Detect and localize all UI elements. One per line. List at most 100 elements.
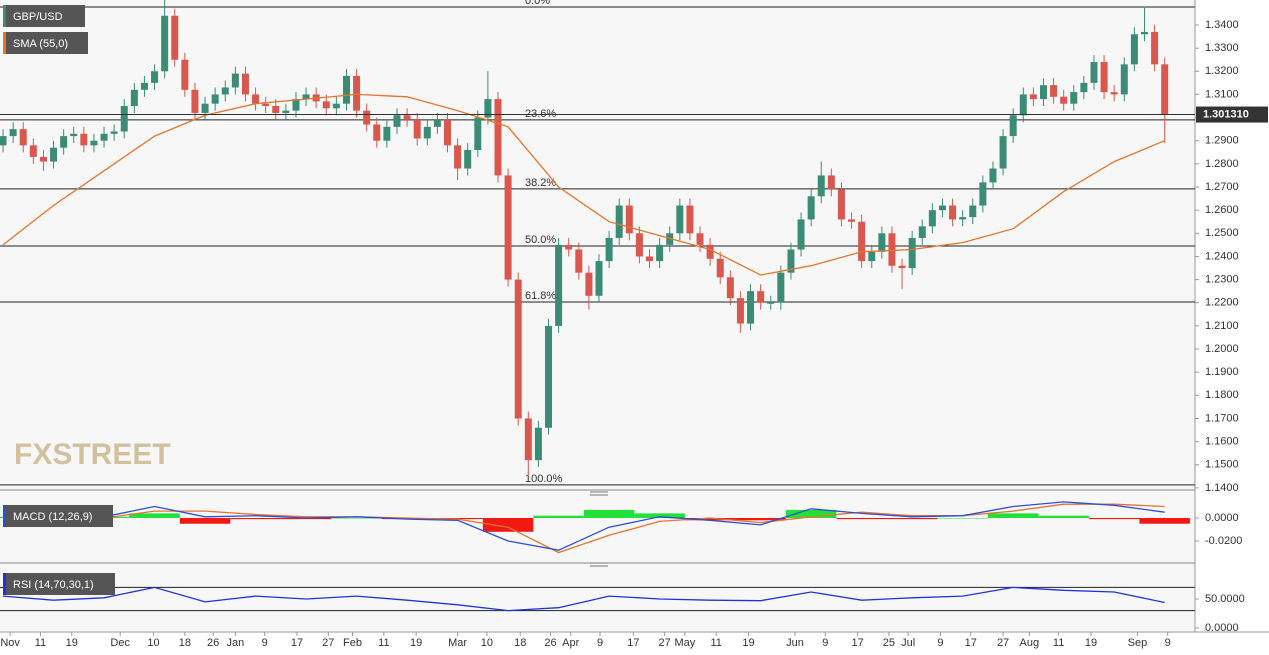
- candle-body: [635, 233, 643, 257]
- candle-body: [736, 298, 744, 324]
- y-tick-label: 1.2800: [1205, 158, 1239, 170]
- candle-body: [1120, 64, 1128, 95]
- candle-body: [484, 99, 492, 118]
- resize-grip[interactable]: [590, 491, 608, 567]
- candle-body: [706, 244, 714, 259]
- x-tick-label: 19: [66, 637, 78, 649]
- y-tick-label: 1.3300: [1205, 42, 1239, 54]
- candle-body: [100, 133, 108, 141]
- x-tick-label: Feb: [343, 637, 362, 649]
- x-tick-label: 18: [514, 637, 526, 649]
- candle-body: [403, 115, 411, 120]
- candle-body: [817, 175, 825, 197]
- macd-line: [2, 501, 1165, 551]
- candle-body: [1090, 62, 1098, 83]
- fib-label: 0.0%: [525, 0, 550, 7]
- candle-body: [757, 291, 765, 303]
- candle-body: [1110, 92, 1118, 95]
- candle-body: [443, 119, 451, 146]
- candle-body: [262, 103, 270, 107]
- candle-body: [1080, 82, 1088, 93]
- fib-label: 61.8%: [525, 290, 556, 302]
- x-tick-label: 17: [851, 637, 863, 649]
- candle-body: [979, 182, 987, 206]
- histogram-bar: [987, 513, 1039, 518]
- histogram-bar: [735, 517, 786, 521]
- candle-body: [545, 325, 553, 428]
- y-tick-label: 1.1900: [1205, 366, 1239, 378]
- candle-body: [615, 205, 623, 238]
- legend-swatch: [3, 32, 6, 54]
- histogram-bar: [179, 517, 231, 524]
- candle-body: [928, 210, 936, 227]
- fib-label: 50.0%: [525, 234, 556, 246]
- legend-box[interactable]: [3, 573, 115, 595]
- candle-body: [171, 15, 179, 60]
- candle-body: [0, 136, 7, 146]
- legend-box[interactable]: [3, 5, 85, 27]
- candle-body: [140, 82, 148, 90]
- candle-body: [666, 233, 674, 245]
- histogram-bar: [482, 517, 534, 532]
- y-tick-label: 1.2000: [1205, 343, 1239, 355]
- candle-body: [969, 205, 977, 218]
- candle-body: [605, 237, 613, 262]
- candle-body: [837, 189, 845, 220]
- candle-body: [827, 175, 835, 190]
- x-tick-label: 11: [710, 637, 721, 649]
- candle-body: [373, 124, 381, 141]
- legend-box[interactable]: [3, 32, 88, 54]
- candle-body: [1100, 62, 1108, 93]
- candle-body: [454, 145, 462, 169]
- candle-body: [1161, 64, 1169, 115]
- candle-body: [221, 87, 229, 95]
- legend-box[interactable]: [3, 505, 113, 527]
- signal-line: [2, 503, 1165, 554]
- candle-body: [878, 233, 886, 252]
- x-tick-label: 9: [597, 637, 603, 649]
- candle-body: [231, 73, 239, 88]
- candle-body: [252, 94, 260, 104]
- candle-body: [201, 103, 209, 113]
- x-tick-label: 10: [147, 637, 159, 649]
- candle-body: [676, 205, 684, 234]
- y-tick-label: 1.2100: [1205, 320, 1239, 332]
- candle-body: [555, 244, 563, 326]
- y-tick-label: 1.3200: [1205, 65, 1239, 77]
- x-tick-label: Dec: [110, 637, 130, 649]
- x-tick-label: 27: [659, 637, 671, 649]
- candle-body: [423, 126, 431, 139]
- candle-body: [595, 261, 603, 296]
- candle-body: [433, 119, 441, 127]
- x-tick-label: 9: [937, 637, 943, 649]
- candle-body: [282, 110, 290, 113]
- y-tick-label: 1.1700: [1205, 412, 1239, 424]
- candle-body: [787, 249, 795, 273]
- x-tick-label: 9: [262, 637, 268, 649]
- y-tick-label: 0.0000: [1205, 512, 1239, 524]
- candle-body: [342, 75, 350, 104]
- histogram-bar: [1139, 517, 1190, 524]
- candle-body: [868, 251, 876, 262]
- x-tick-label: Jun: [786, 637, 804, 649]
- candle-body: [1009, 115, 1017, 137]
- y-tick-label: 1.1500: [1205, 459, 1239, 471]
- y-tick-label: 1.2600: [1205, 204, 1239, 216]
- candle-body: [716, 258, 724, 278]
- histogram-bar: [836, 517, 887, 520]
- x-tick-label: Nov: [0, 637, 20, 649]
- candle-body: [656, 244, 664, 262]
- candle-body: [19, 129, 27, 146]
- histogram-bar: [1038, 515, 1089, 518]
- candle-body: [302, 94, 310, 100]
- candle-body: [90, 140, 98, 146]
- candle-body: [272, 106, 280, 113]
- legend-label: SMA (55,0): [13, 38, 68, 50]
- candle-body: [989, 168, 997, 183]
- candle-body: [241, 73, 249, 95]
- candle-body: [1029, 94, 1037, 100]
- x-tick-label: 10: [481, 637, 493, 649]
- x-tick-label: 18: [179, 637, 191, 649]
- candle-body: [1140, 31, 1148, 35]
- candle-body: [686, 205, 694, 234]
